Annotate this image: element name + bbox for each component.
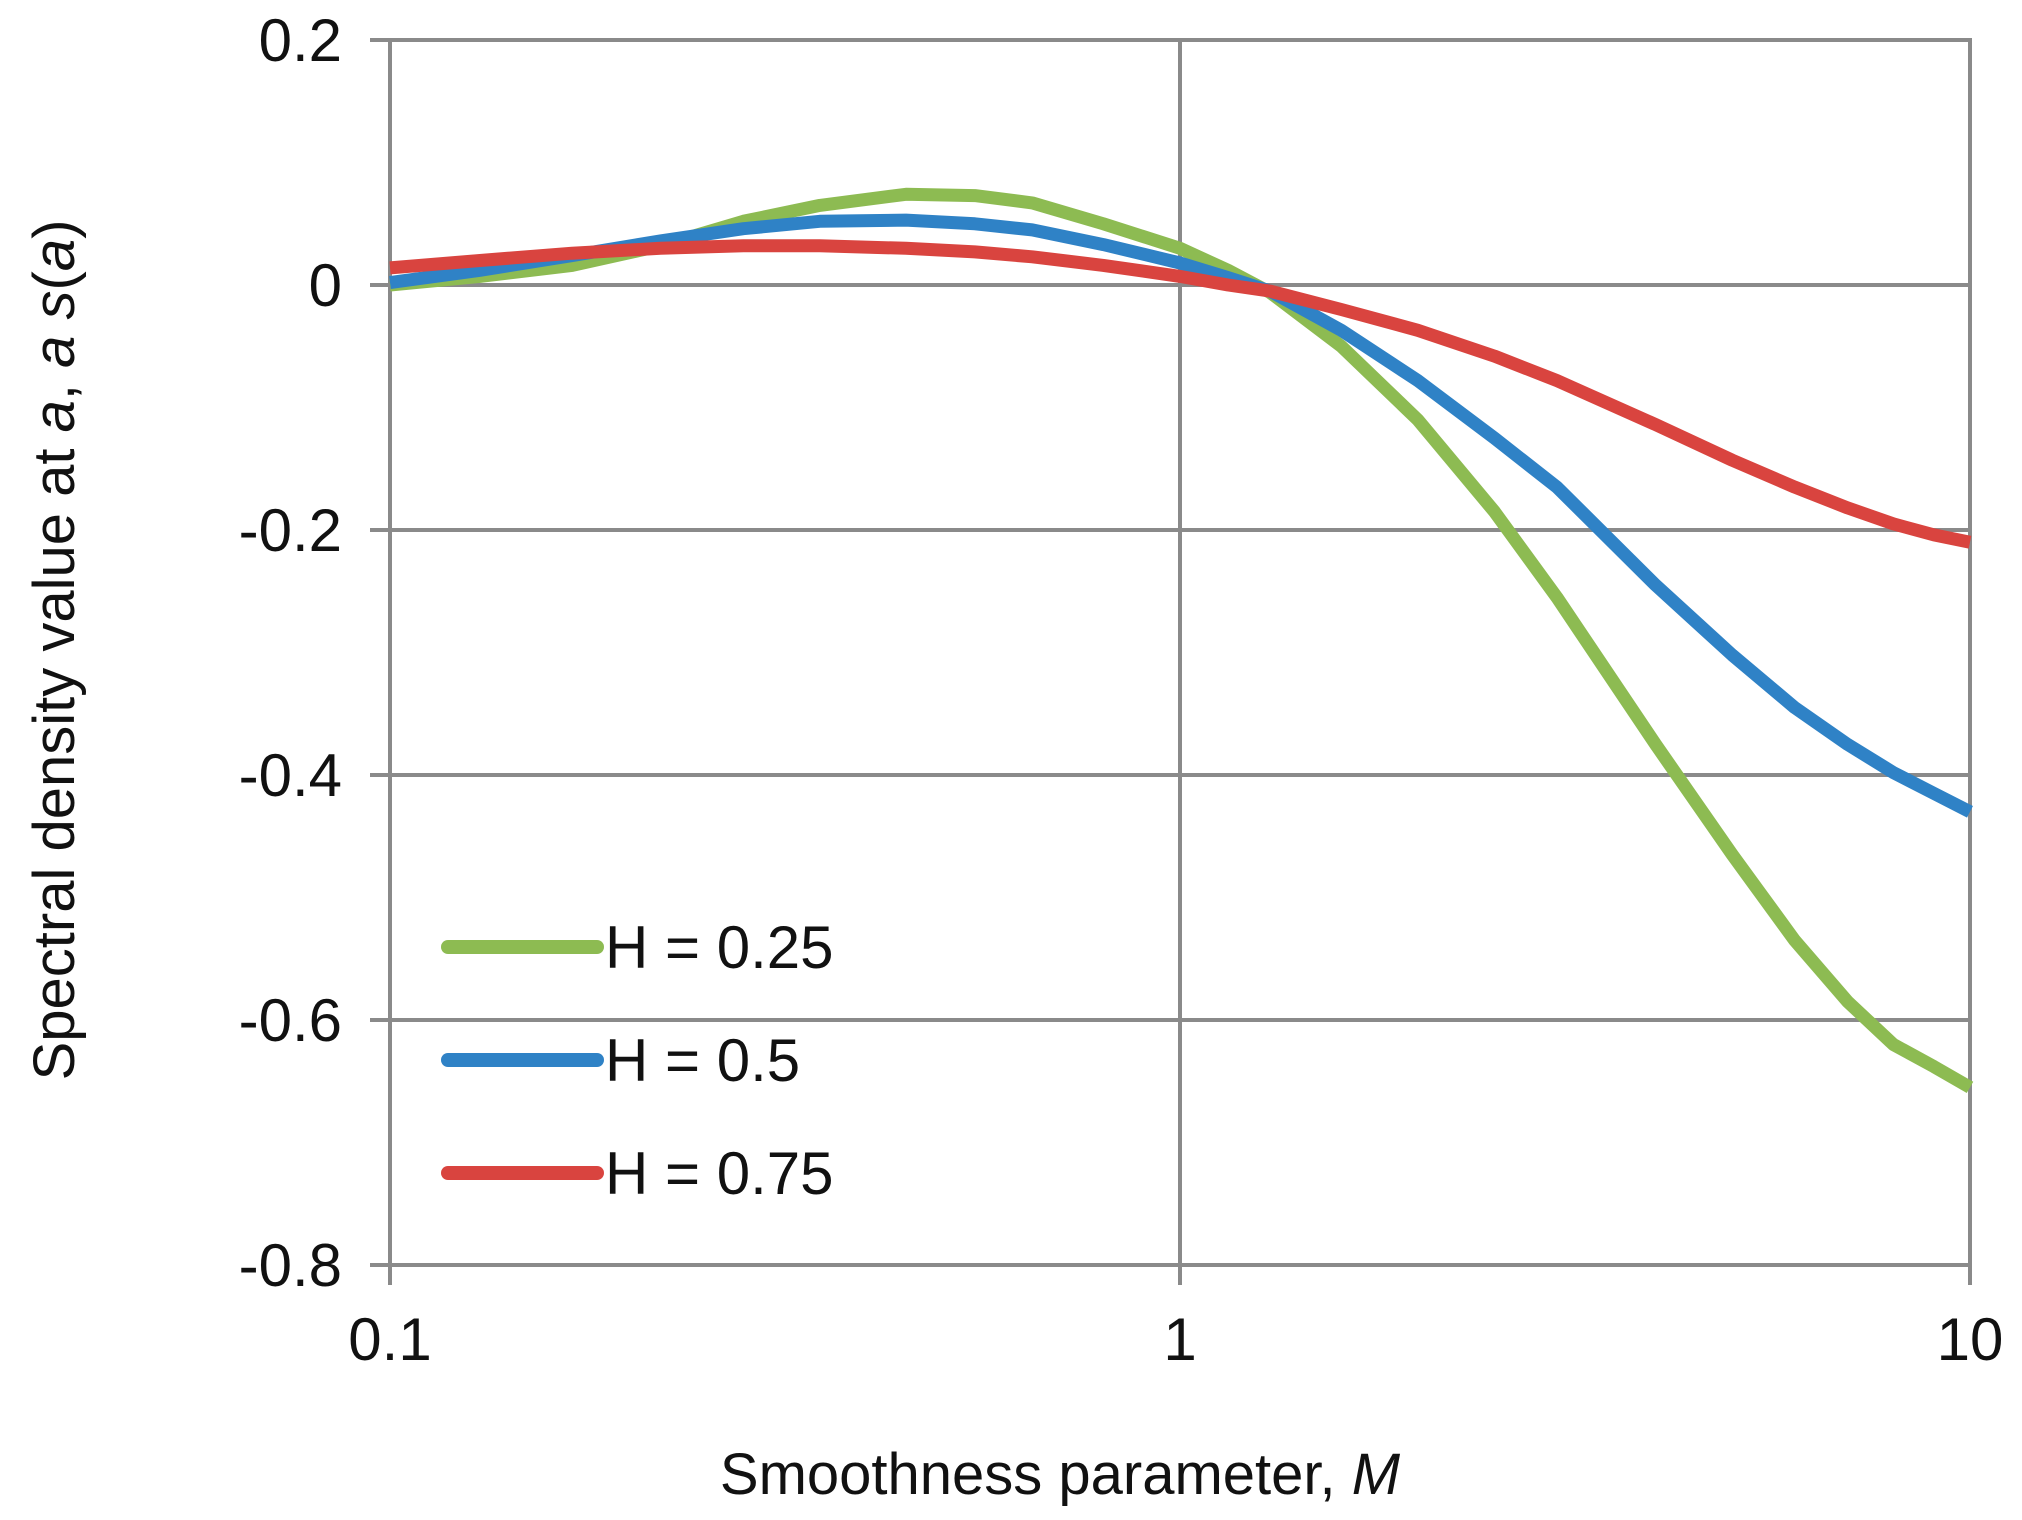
series-line-3 (389, 239, 1972, 549)
legend-label-2: H = 0.5 (605, 1027, 800, 1094)
legend-label-3: H = 0.75 (605, 1140, 834, 1207)
axes (370, 38, 1972, 1285)
series-lines (389, 187, 1974, 1094)
y-tick-label: -0.2 (239, 497, 342, 564)
y-axis-label: Spectral density value at a, a s(a) (22, 220, 87, 1081)
y-tick-label: 0 (309, 252, 342, 319)
x-tick-label: 10 (1937, 1306, 2004, 1373)
y-tick-label: -0.8 (239, 1232, 342, 1299)
tick-labels: 0.2 0 -0.2 -0.4 -0.6 -0.80.1 1 10 (239, 7, 2004, 1373)
y-tick-label: 0.2 (259, 7, 342, 74)
plot-frame (388, 38, 1972, 1267)
legend: H = 0.25 H = 0.5 H = 0.75 (441, 914, 834, 1207)
legend-label-1: H = 0.25 (605, 914, 834, 981)
x-axis-label: Smoothness parameter, M (720, 1442, 1401, 1507)
y-tick-label: -0.4 (239, 742, 342, 809)
x-tick-label: 0.1 (348, 1306, 431, 1373)
x-tick-label: 1 (1163, 1306, 1196, 1373)
y-tick-label: -0.6 (239, 987, 342, 1054)
